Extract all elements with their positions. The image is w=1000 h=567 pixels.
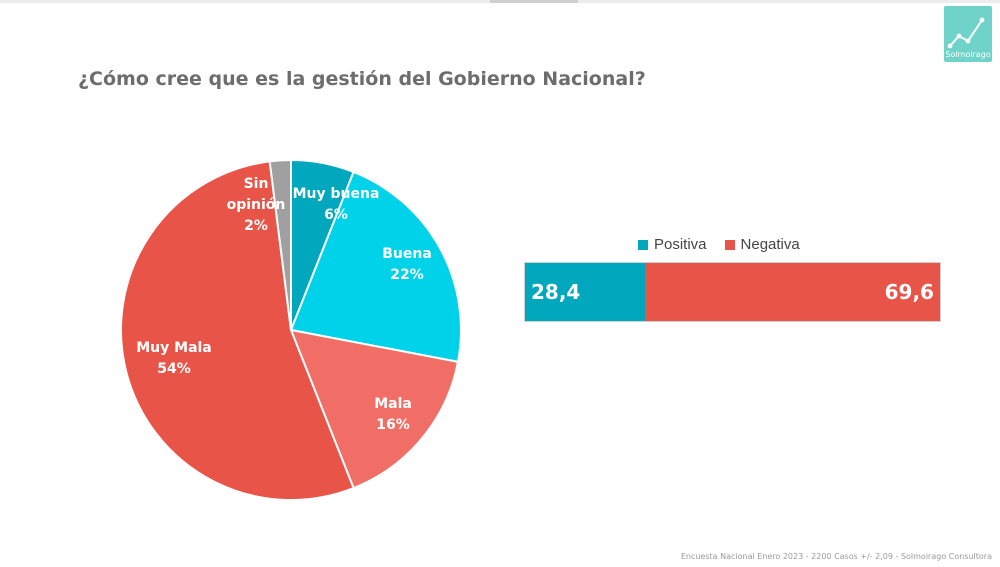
pie-label-muy-buena: Muy buena 6%: [293, 186, 380, 223]
pie-label-mala: Mala 16%: [374, 396, 412, 433]
legend-swatch-negativa: [724, 239, 735, 250]
bar-legend: Positiva Negativa: [638, 236, 800, 253]
logo-trend-icon: [947, 17, 985, 49]
legend-item-negativa: Negativa: [724, 236, 800, 253]
pie-slice-mala: [289, 328, 460, 490]
logo-text: Solmoirago: [945, 50, 991, 59]
pie-label-buena: Buena 22%: [382, 246, 432, 283]
pie-label-sin-opini-n: Sin opinión 2%: [227, 176, 286, 234]
pie-slice-sin-opini-n: [268, 158, 292, 331]
bar-value-negativa: 69,6: [884, 280, 934, 304]
bar-segment-negativa: 69,6: [645, 263, 940, 321]
stacked-bar: 28,4 69,6: [524, 262, 941, 322]
pie-slice-buena: [289, 170, 462, 364]
pie-slice-muy-mala: [119, 160, 355, 501]
footer-source: Encuesta Nacional Enero 2023 - 2200 Caso…: [680, 552, 992, 561]
top-window-strip: [0, 0, 1000, 3]
pie-label-muy-mala: Muy Mala 54%: [136, 340, 212, 377]
bar-segment-positiva: 28,4: [525, 263, 646, 321]
legend-label-negativa: Negativa: [740, 236, 800, 253]
page-title: ¿Cómo cree que es la gestión del Gobiern…: [78, 68, 646, 90]
legend-item-positiva: Positiva: [638, 236, 707, 253]
legend-swatch-positiva: [638, 239, 648, 250]
legend-label-positiva: Positiva: [654, 236, 707, 253]
solmoirago-logo: Solmoirago: [944, 6, 992, 62]
bar-value-positiva: 28,4: [531, 280, 581, 304]
top-tab-indicator: [490, 0, 578, 3]
